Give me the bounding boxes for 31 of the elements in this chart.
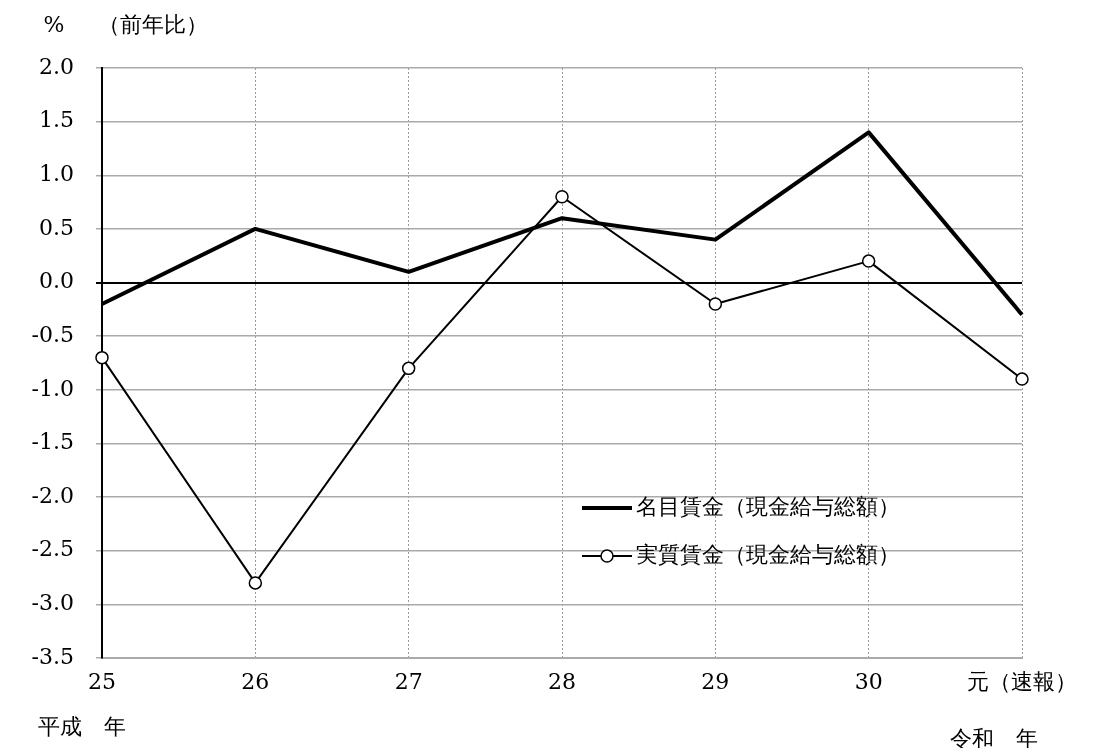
point [95,350,109,365]
x-tick-label: 27 [394,668,423,694]
y-tick-label: -1.0 [31,375,74,401]
y-tick-label: 1.5 [39,107,74,133]
text: 平成 年 [38,713,126,739]
y-tick-label: -2.5 [31,536,74,562]
y-tick-label: 0.5 [39,214,74,240]
y-tick-label: 2.0 [39,53,74,79]
point [861,254,876,268]
point [248,576,263,590]
y-tick-label: 1.0 [39,160,74,186]
point [555,189,569,204]
x-tick-label: 29 [701,668,730,694]
x-tick-label: 25 [88,668,116,694]
point [708,297,723,311]
x-tick-label: 28 [548,668,576,694]
x-tick-label: 26 [241,668,270,694]
y-axis-title: % [43,11,65,37]
y-tick-label: -0.5 [31,321,74,347]
x-tick-label: 元（速報） [967,668,1077,694]
x-tick-label: 30 [854,668,883,694]
y-tick-label: -3.0 [31,590,74,616]
legend-label: 名目賃金（現金給与総額） [636,493,900,519]
legend-label: 実質賃金（現金給与総額） [636,541,900,567]
point [1015,372,1029,386]
point [401,361,416,376]
y-tick-label: -2.0 [31,482,74,508]
y-tick-label: -1.5 [31,429,74,455]
y-tick-label: 0.0 [39,268,74,294]
y-tick-label: -3.5 [31,643,74,669]
text: （前年比） [98,11,208,37]
